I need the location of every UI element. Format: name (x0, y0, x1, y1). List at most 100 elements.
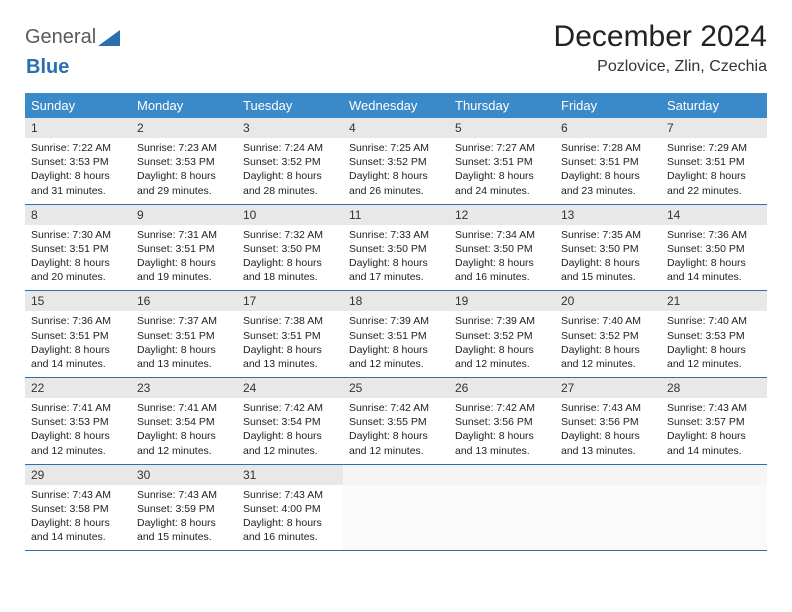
sunset-text: Sunset: 3:51 PM (561, 155, 655, 169)
sunset-text: Sunset: 3:53 PM (31, 415, 125, 429)
daylight-text: Daylight: 8 hours and 22 minutes. (667, 169, 761, 197)
sunrise-text: Sunrise: 7:28 AM (561, 141, 655, 155)
daylight-text: Daylight: 8 hours and 23 minutes. (561, 169, 655, 197)
sunrise-text: Sunrise: 7:27 AM (455, 141, 549, 155)
daylight-text: Daylight: 8 hours and 12 minutes. (667, 343, 761, 371)
day-number: 12 (449, 204, 555, 225)
day-number: 9 (131, 204, 237, 225)
daylight-text: Daylight: 8 hours and 13 minutes. (455, 429, 549, 457)
sunrise-text: Sunrise: 7:31 AM (137, 228, 231, 242)
day-detail (555, 485, 661, 551)
detail-row: Sunrise: 7:22 AMSunset: 3:53 PMDaylight:… (25, 138, 767, 204)
sunset-text: Sunset: 4:00 PM (243, 502, 337, 516)
weekday-header: Wednesday (343, 93, 449, 118)
day-number: 27 (555, 378, 661, 399)
sunset-text: Sunset: 3:52 PM (243, 155, 337, 169)
day-number: 29 (25, 464, 131, 485)
daylight-text: Daylight: 8 hours and 12 minutes. (243, 429, 337, 457)
sunset-text: Sunset: 3:51 PM (667, 155, 761, 169)
day-detail: Sunrise: 7:43 AMSunset: 3:56 PMDaylight:… (555, 398, 661, 464)
day-detail: Sunrise: 7:40 AMSunset: 3:53 PMDaylight:… (661, 311, 767, 377)
day-number: 3 (237, 118, 343, 138)
day-detail: Sunrise: 7:29 AMSunset: 3:51 PMDaylight:… (661, 138, 767, 204)
sunrise-text: Sunrise: 7:40 AM (561, 314, 655, 328)
sunrise-text: Sunrise: 7:23 AM (137, 141, 231, 155)
day-detail: Sunrise: 7:43 AMSunset: 3:58 PMDaylight:… (25, 485, 131, 551)
daylight-text: Daylight: 8 hours and 13 minutes. (243, 343, 337, 371)
weekday-header: Thursday (449, 93, 555, 118)
day-number: 24 (237, 378, 343, 399)
sunrise-text: Sunrise: 7:43 AM (667, 401, 761, 415)
daylight-text: Daylight: 8 hours and 12 minutes. (137, 429, 231, 457)
weekday-header: Sunday (25, 93, 131, 118)
day-number: 2 (131, 118, 237, 138)
sunrise-text: Sunrise: 7:29 AM (667, 141, 761, 155)
day-detail: Sunrise: 7:36 AMSunset: 3:51 PMDaylight:… (25, 311, 131, 377)
day-number (449, 464, 555, 485)
sunrise-text: Sunrise: 7:37 AM (137, 314, 231, 328)
sunset-text: Sunset: 3:56 PM (455, 415, 549, 429)
logo-part1: General (25, 26, 96, 49)
sunset-text: Sunset: 3:51 PM (455, 155, 549, 169)
day-detail: Sunrise: 7:42 AMSunset: 3:56 PMDaylight:… (449, 398, 555, 464)
day-number (661, 464, 767, 485)
calendar-table: Sunday Monday Tuesday Wednesday Thursday… (25, 93, 767, 551)
daylight-text: Daylight: 8 hours and 14 minutes. (667, 429, 761, 457)
daylight-text: Daylight: 8 hours and 14 minutes. (31, 343, 125, 371)
daynum-row: 1234567 (25, 118, 767, 138)
daylight-text: Daylight: 8 hours and 12 minutes. (349, 343, 443, 371)
sunset-text: Sunset: 3:57 PM (667, 415, 761, 429)
daylight-text: Daylight: 8 hours and 13 minutes. (561, 429, 655, 457)
day-number: 31 (237, 464, 343, 485)
daylight-text: Daylight: 8 hours and 12 minutes. (455, 343, 549, 371)
daylight-text: Daylight: 8 hours and 14 minutes. (667, 256, 761, 284)
sunrise-text: Sunrise: 7:36 AM (31, 314, 125, 328)
daylight-text: Daylight: 8 hours and 29 minutes. (137, 169, 231, 197)
daylight-text: Daylight: 8 hours and 24 minutes. (455, 169, 549, 197)
day-detail: Sunrise: 7:42 AMSunset: 3:55 PMDaylight:… (343, 398, 449, 464)
sunrise-text: Sunrise: 7:39 AM (349, 314, 443, 328)
sunset-text: Sunset: 3:56 PM (561, 415, 655, 429)
detail-row: Sunrise: 7:41 AMSunset: 3:53 PMDaylight:… (25, 398, 767, 464)
sunset-text: Sunset: 3:50 PM (349, 242, 443, 256)
daylight-text: Daylight: 8 hours and 15 minutes. (561, 256, 655, 284)
sunrise-text: Sunrise: 7:30 AM (31, 228, 125, 242)
sunrise-text: Sunrise: 7:41 AM (137, 401, 231, 415)
day-number: 18 (343, 291, 449, 312)
day-number: 13 (555, 204, 661, 225)
daynum-row: 293031 (25, 464, 767, 485)
daylight-text: Daylight: 8 hours and 14 minutes. (31, 516, 125, 544)
sunset-text: Sunset: 3:51 PM (31, 242, 125, 256)
daylight-text: Daylight: 8 hours and 12 minutes. (31, 429, 125, 457)
triangle-icon (98, 30, 120, 46)
sunset-text: Sunset: 3:51 PM (137, 242, 231, 256)
day-detail (449, 485, 555, 551)
day-detail: Sunrise: 7:27 AMSunset: 3:51 PMDaylight:… (449, 138, 555, 204)
day-detail: Sunrise: 7:22 AMSunset: 3:53 PMDaylight:… (25, 138, 131, 204)
sunrise-text: Sunrise: 7:42 AM (455, 401, 549, 415)
day-detail: Sunrise: 7:39 AMSunset: 3:52 PMDaylight:… (449, 311, 555, 377)
day-number: 14 (661, 204, 767, 225)
day-detail (661, 485, 767, 551)
sunrise-text: Sunrise: 7:32 AM (243, 228, 337, 242)
day-number: 17 (237, 291, 343, 312)
sunrise-text: Sunrise: 7:43 AM (561, 401, 655, 415)
day-number: 7 (661, 118, 767, 138)
day-number: 30 (131, 464, 237, 485)
day-detail: Sunrise: 7:43 AMSunset: 4:00 PMDaylight:… (237, 485, 343, 551)
sunset-text: Sunset: 3:58 PM (31, 502, 125, 516)
logo-part2: Blue (26, 56, 69, 78)
sunset-text: Sunset: 3:51 PM (31, 329, 125, 343)
daylight-text: Daylight: 8 hours and 15 minutes. (137, 516, 231, 544)
sunrise-text: Sunrise: 7:35 AM (561, 228, 655, 242)
sunset-text: Sunset: 3:53 PM (137, 155, 231, 169)
sunrise-text: Sunrise: 7:38 AM (243, 314, 337, 328)
day-detail: Sunrise: 7:33 AMSunset: 3:50 PMDaylight:… (343, 225, 449, 291)
day-number: 21 (661, 291, 767, 312)
day-detail: Sunrise: 7:24 AMSunset: 3:52 PMDaylight:… (237, 138, 343, 204)
detail-row: Sunrise: 7:30 AMSunset: 3:51 PMDaylight:… (25, 225, 767, 291)
day-detail: Sunrise: 7:35 AMSunset: 3:50 PMDaylight:… (555, 225, 661, 291)
sunset-text: Sunset: 3:52 PM (561, 329, 655, 343)
day-number: 23 (131, 378, 237, 399)
day-detail (343, 485, 449, 551)
